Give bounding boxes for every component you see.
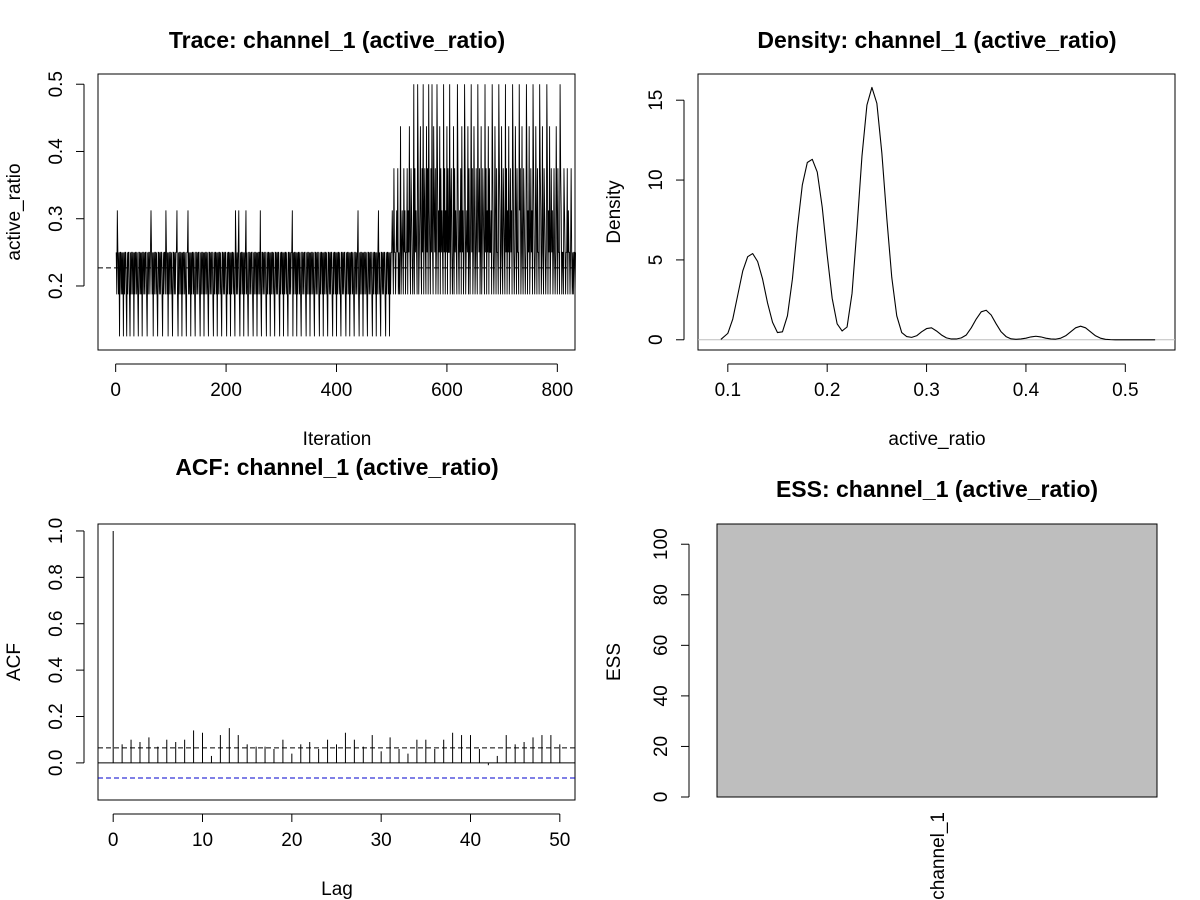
ess-y-tick-label: 60: [651, 635, 672, 656]
trace-xlabel: Iteration: [303, 429, 372, 450]
ess-category-label: channel_1: [928, 812, 949, 900]
acf-y-tick-label: 0.0: [46, 750, 67, 776]
acf-y-tick-label: 0.2: [46, 703, 67, 729]
acf-x-tick-label: 20: [281, 830, 302, 851]
acf-series: [98, 530, 575, 779]
acf-x-tick-label: 30: [371, 830, 392, 851]
trace-y-tick-label: 0.4: [46, 138, 67, 165]
ess-y-tick-label: 20: [651, 736, 672, 757]
acf-x-tick-label: 0: [108, 830, 119, 851]
trace-plot-frame: [97, 73, 576, 351]
ess-y-tick-label: 40: [651, 685, 672, 706]
acf-x-tick-label: 50: [549, 830, 570, 851]
trace-panel: Trace: channel_1 (active_ratio) 0 200 400 6…: [4, 27, 576, 450]
trace-y-tick-label: 0.3: [46, 206, 67, 232]
density-x-tick-label: 0.1: [715, 380, 741, 401]
density-y-tick-label: 5: [646, 255, 667, 266]
trace-x-tick-label: 200: [210, 380, 242, 401]
acf-panel: ACF: channel_1 (active_ratio) 0 10 20 30 40 5…: [4, 454, 576, 900]
density-title: Density: channel_1 (active_ratio): [757, 27, 1116, 53]
trace-y-tick-label: 0.2: [46, 273, 67, 299]
acf-x-tick-label: 40: [460, 830, 481, 851]
density-x-tick-label: 0.3: [913, 380, 939, 401]
trace-ylabel: active_ratio: [4, 163, 25, 260]
ess-title: ESS: channel_1 (active_ratio): [776, 476, 1098, 502]
trace-x-tick-label: 800: [541, 380, 573, 401]
ess-panel: ESS: channel_1 (active_ratio) 0 20 40 60 80 1…: [604, 476, 1158, 900]
acf-plot-frame: [97, 523, 576, 801]
density-curve: [720, 86, 1156, 341]
acf-ylabel: ACF: [4, 643, 25, 681]
density-y-tick-label: 15: [646, 90, 667, 111]
acf-xlabel: Lag: [321, 879, 353, 900]
density-panel: Density: channel_1 (active_ratio) 0.1 0.2…: [604, 27, 1176, 450]
density-x-tick-label: 0.2: [814, 380, 840, 401]
density-ylabel: Density: [604, 180, 625, 244]
ess-y-tick-label: 80: [651, 584, 672, 605]
ess-axes: 0 20 40 60 80 100: [651, 528, 690, 803]
trace-line: [115, 84, 576, 337]
acf-y-tick-label: 0.8: [46, 564, 67, 590]
density-series: [698, 86, 1175, 341]
trace-title: Trace: channel_1 (active_ratio): [169, 27, 505, 53]
ess-bar: [716, 523, 1158, 798]
density-y-tick-label: 10: [646, 169, 667, 190]
acf-axes: 0 10 20 30 40 50 0.0 0.2 0.4 0.6 0.8 1.0: [46, 518, 570, 851]
ess-y-tick-label: 0: [651, 792, 672, 803]
trace-axes: 0 200 400 600 800 0.2 0.3 0.4 0.5: [46, 71, 573, 401]
ess-ylabel: ESS: [604, 643, 625, 681]
acf-y-tick-label: 0.4: [46, 656, 67, 683]
trace-x-tick-label: 600: [431, 380, 463, 401]
density-y-tick-label: 0: [646, 334, 667, 345]
trace-x-tick-label: 400: [321, 380, 353, 401]
density-axes: 0.1 0.2 0.3 0.4 0.5 0 5 10 15: [646, 90, 1139, 401]
acf-y-tick-label: 1.0: [46, 518, 67, 544]
acf-x-tick-label: 10: [192, 830, 213, 851]
ess-series: channel_1: [716, 523, 1158, 900]
trace-x-tick-label: 0: [110, 380, 121, 401]
density-xlabel: active_ratio: [888, 429, 985, 450]
density-plot-frame: [697, 73, 1176, 351]
trace-y-tick-label: 0.5: [46, 71, 67, 97]
acf-title: ACF: channel_1 (active_ratio): [175, 454, 498, 480]
ess-y-tick-label: 100: [651, 528, 672, 560]
density-x-tick-label: 0.4: [1013, 380, 1040, 401]
trace-series: [98, 84, 576, 337]
acf-y-tick-label: 0.6: [46, 611, 67, 637]
density-x-tick-label: 0.5: [1112, 380, 1138, 401]
